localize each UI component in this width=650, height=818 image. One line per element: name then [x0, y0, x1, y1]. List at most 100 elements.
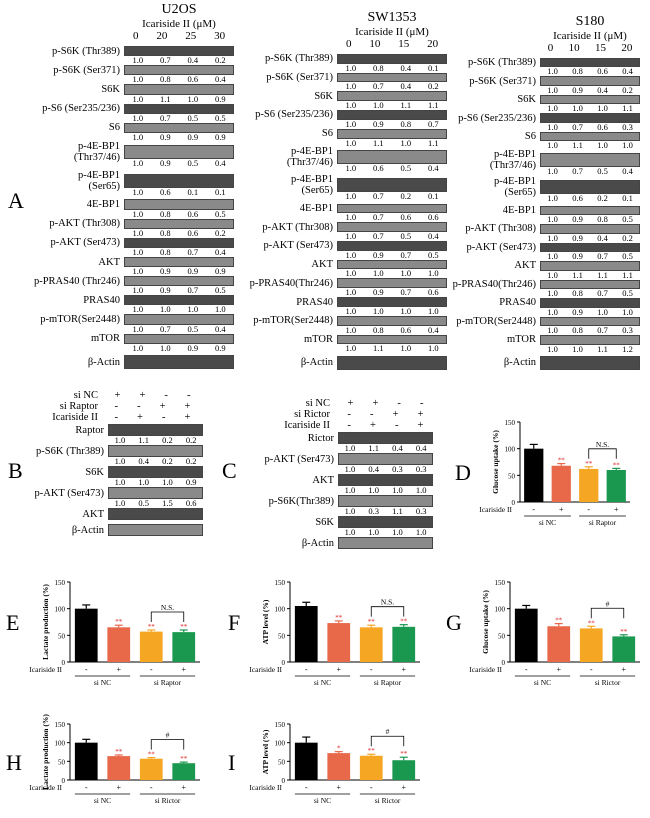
quantification-value: 0.5 — [138, 498, 149, 508]
blot-row-label: AKT — [98, 256, 120, 268]
blot-row-label: p-4E-BP1 (Thr37/46) — [489, 148, 536, 171]
quantification-value: 0.7 — [400, 287, 412, 298]
panel-letter-b: B — [8, 458, 23, 483]
quantification-values: 1.0 1.1 1.0 1.1 — [337, 137, 447, 148]
blot-row-label: p-AKT (Thr308) — [262, 221, 333, 233]
quantification-value: 1.0 — [187, 304, 199, 315]
blot-row-label: S6K — [101, 83, 120, 95]
quantification-value: 1.1 — [597, 343, 608, 354]
group-label: si Rictor — [155, 796, 181, 805]
quantification-value: 0.7 — [187, 285, 199, 296]
quantification-value: 0.1 — [622, 193, 633, 204]
blot-row-label: p-S6 (Ser235/236) — [255, 109, 333, 121]
y-axis-label: ATP level (%) — [261, 599, 270, 644]
quantification-value: 0.7 — [187, 246, 199, 257]
concentration-values: 0 20 25 30 — [124, 30, 234, 42]
blot-row-label: p-mTOR(Ser2448) — [456, 315, 536, 327]
concentration-value: 0 — [345, 38, 352, 50]
quantification-values: 1.0 0.7 0.4 0.2 — [337, 82, 447, 91]
western-blot-band — [540, 76, 640, 86]
quantification-values: 1.0 0.9 0.5 0.4 — [124, 157, 234, 168]
western-blot-band — [124, 65, 234, 76]
quantification-value: 0.9 — [159, 266, 171, 277]
column-title: S180 — [575, 14, 605, 29]
treatment-sign: - — [305, 665, 308, 674]
y-tick-label: 150 — [55, 721, 66, 729]
blot-row-label: p-S6K (Ser371) — [266, 72, 333, 84]
quantification-values: 1.0 1.0 1.0 1.0 — [337, 306, 447, 316]
quantification-values: 1.0 0.7 0.4 0.2 — [124, 56, 234, 65]
quantification-value: 1.0 — [368, 527, 379, 537]
western-blot-band — [124, 122, 234, 133]
quantification-value: 1.0 — [345, 324, 357, 335]
quantification-value: 1.0 — [547, 251, 558, 262]
condition-sign: - — [186, 390, 191, 401]
quantification-value: 1.0 — [345, 100, 357, 111]
quantification-value: 0.5 — [622, 251, 633, 262]
panel-letter-f: F — [228, 610, 241, 635]
western-blot-band — [124, 256, 234, 268]
comparison-bracket — [588, 448, 617, 459]
bracket-label: # — [606, 599, 610, 608]
blot-row-label: β-Actin — [71, 525, 104, 536]
quantification-value: 1.1 — [372, 137, 384, 148]
quantification-values: 1.0 0.7 0.6 0.3 — [540, 122, 640, 132]
western-blot-band — [338, 537, 433, 549]
y-tick-label: 0 — [502, 659, 506, 667]
quantification-value: 0.9 — [187, 131, 199, 142]
quantification-value: 0.8 — [372, 324, 384, 335]
blot-row-label: p-S6K (Thr389) — [52, 45, 120, 57]
quantification-value: 0.9 — [187, 266, 199, 277]
quantification-values: 1.0 0.9 0.8 0.5 — [540, 215, 640, 224]
quantification-value: 1.0 — [138, 477, 149, 487]
bar — [74, 742, 98, 780]
bar — [172, 763, 196, 780]
blot-row-label: p-AKT (Ser473) — [50, 237, 120, 249]
treatment-sign: - — [305, 783, 308, 792]
quantification-value: 0.7 — [597, 288, 608, 299]
quantification-value: 0.4 — [400, 62, 412, 73]
blot-row-label: p-S6 (Ser235/236) — [42, 103, 120, 115]
quantification-values: 1.0 0.8 0.6 0.5 — [124, 208, 234, 219]
quantification-value: 0.6 — [159, 186, 171, 197]
blot-row-label: S6 — [321, 128, 333, 140]
quantification-value: 0.8 — [597, 214, 608, 225]
condition-sign: - — [395, 420, 399, 431]
quantification-value: 0.4 — [214, 74, 226, 85]
quantification-value: 0.3 — [622, 325, 633, 336]
quantification-value: 1.0 — [132, 157, 144, 168]
treatment-label: Icariside II — [249, 783, 282, 792]
western-blot-band — [540, 180, 640, 195]
quantification-value: 0.4 — [622, 66, 633, 77]
quantification-value: 0.5 — [214, 285, 226, 296]
quantification-value: 0.7 — [427, 118, 439, 129]
quantification-values: 1.0 1.1 0.2 0.2 — [108, 436, 203, 445]
quantification-value: 1.0 — [344, 443, 356, 453]
bar — [294, 606, 318, 662]
treatment-sign: + — [181, 665, 186, 674]
y-tick-label: 50 — [278, 632, 286, 640]
western-blot-band — [540, 242, 640, 253]
western-blot-band — [337, 150, 447, 165]
concentration-value: 20 — [621, 42, 633, 54]
blot-row-label: p-4E-BP1 (Thr37/46) — [73, 140, 120, 163]
condition-signs: - + - + — [105, 412, 200, 423]
significance-mark: ** — [613, 461, 621, 469]
bar-chart-f: 0 50 100 150 ATP level (%) - ** + ** - ** + N.S. Icar… — [249, 579, 420, 687]
blot-row-label: β-Actin — [300, 357, 333, 369]
quantification-value: 0.4 — [214, 323, 226, 334]
quantification-values: 1.0 0.9 0.4 0.2 — [540, 85, 640, 95]
quantification-value: 1.0 — [132, 208, 144, 219]
quantification-value: 0.5 — [400, 163, 412, 174]
quantification-value: 0.9 — [214, 266, 226, 277]
quantification-value: 1.0 — [547, 193, 558, 204]
bar — [107, 627, 131, 662]
quantification-value: 0.5 — [427, 249, 439, 260]
blot-row-label: p-AKT (Ser473) — [34, 488, 104, 499]
bar — [327, 623, 351, 662]
quantification-values: 1.0 1.0 1.1 1.1 — [337, 101, 447, 110]
quantification-value: 0.2 — [597, 193, 608, 204]
quantification-value: 0.7 — [597, 251, 608, 262]
y-tick-label: 0 — [512, 499, 516, 507]
group-label: si NC — [314, 678, 331, 687]
